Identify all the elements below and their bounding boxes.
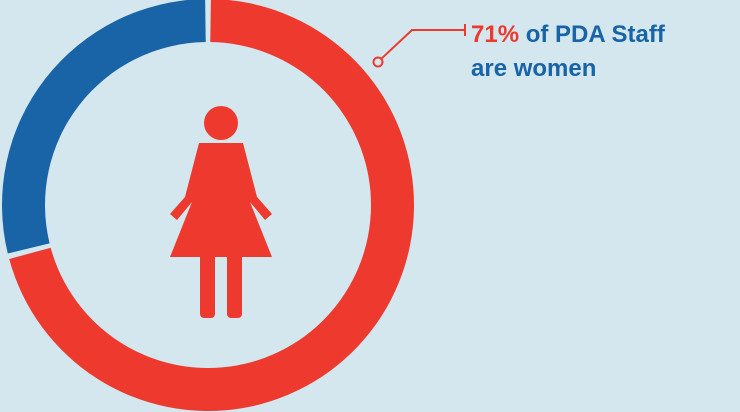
donut-slices [2,0,414,411]
callout-percentage: 71% [471,21,520,48]
callout-text: 71% of PDA Staff are women [471,18,736,86]
connector-line [379,29,465,61]
connector-dot [372,56,384,68]
callout-line-1: 71% of PDA Staff [471,18,736,52]
callout-line-1-text: of PDA Staff [519,21,665,48]
woman-icon [170,106,272,318]
callout-line-2: are women [471,55,597,82]
donut-slice-men [2,0,206,254]
callout-connector [372,24,466,68]
